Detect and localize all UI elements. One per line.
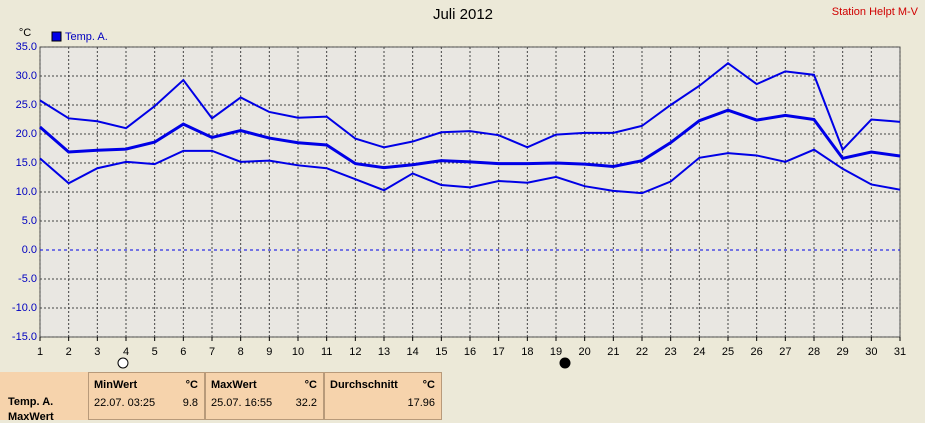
y-tick-label: 15.0 xyxy=(16,157,37,169)
x-tick-label: 25 xyxy=(722,346,734,358)
x-tick-label: 13 xyxy=(378,346,390,358)
avg-box: Durchschnitt °C 17.96 xyxy=(324,372,442,420)
x-tick-label: 2 xyxy=(66,346,72,358)
stat-value: 17.96 xyxy=(407,397,435,409)
y-tick-label: -15.0 xyxy=(12,331,37,343)
y-tick-label: -5.0 xyxy=(18,273,37,285)
x-tick-label: 1 xyxy=(37,346,43,358)
min-box: MinWert °C 22.07. 03:25 9.8 xyxy=(88,372,205,420)
x-tick-label: 12 xyxy=(349,346,361,358)
station-label: Station Helpt M-V xyxy=(832,6,919,18)
x-tick-label: 24 xyxy=(693,346,705,358)
x-tick-label: 10 xyxy=(292,346,304,358)
line-min xyxy=(39,148,901,195)
stat-value: 9.8 xyxy=(182,397,198,409)
x-tick-label: 31 xyxy=(894,346,906,358)
stat-value: 32.2 xyxy=(295,397,317,409)
stat-unit: °C xyxy=(186,379,198,391)
stat-label: Durchschnitt xyxy=(330,379,398,391)
x-tick-label: 18 xyxy=(521,346,533,358)
row-label: MaxWert xyxy=(8,411,54,423)
x-tick-label: 26 xyxy=(751,346,763,358)
x-tick-label: 21 xyxy=(607,346,619,358)
x-tick-label: 15 xyxy=(435,346,447,358)
y-tick-label: 30.0 xyxy=(16,70,37,82)
x-tick-label: 20 xyxy=(579,346,591,358)
legend-label: Temp. A. xyxy=(65,31,108,43)
x-tick-label: 4 xyxy=(123,346,129,358)
t: °C xyxy=(422,379,435,391)
y-tick-label: 35.0 xyxy=(16,41,37,53)
t: Durchschnitt xyxy=(330,379,398,391)
row-labels: Temp. A. MaxWert xyxy=(0,372,88,423)
t: °C xyxy=(304,379,317,391)
y-tick-label: 0.0 xyxy=(22,244,37,256)
x-tick-label: 6 xyxy=(180,346,186,358)
x-tick-label: 28 xyxy=(808,346,820,358)
x-tick-label: 14 xyxy=(407,346,419,358)
x-tick-label: 9 xyxy=(266,346,272,358)
y-tick-label: -10.0 xyxy=(12,302,37,314)
t: °C xyxy=(185,379,198,391)
x-tick-label: 23 xyxy=(665,346,677,358)
y-tick-label: 5.0 xyxy=(22,215,37,227)
row-label: Temp. A. xyxy=(8,396,53,408)
x-tick-label: 22 xyxy=(636,346,648,358)
x-tick-label: 3 xyxy=(94,346,100,358)
legend-swatch xyxy=(51,31,62,42)
x-tick-label: 19 xyxy=(550,346,562,358)
row-label-text: MaxWert xyxy=(8,411,54,423)
stat-time: 25.07. 16:55 xyxy=(211,397,273,409)
stat-label: MinWert xyxy=(94,379,137,391)
chart: Juli 2012 Station Helpt M-V °C -15.0 -10.… xyxy=(12,6,919,369)
min-marker xyxy=(117,357,129,369)
stat-unit: °C xyxy=(423,379,435,391)
x-tick-label: 5 xyxy=(152,346,158,358)
t: MinWert xyxy=(94,379,138,391)
max-marker xyxy=(559,357,571,369)
x-tick-label: 29 xyxy=(837,346,849,358)
line-max xyxy=(39,61,901,152)
x-tick-label: 7 xyxy=(209,346,215,358)
y-tick-label: 20.0 xyxy=(16,128,37,140)
stat-time: 22.07. 03:25 xyxy=(94,397,156,409)
y-unit: °C xyxy=(19,27,31,39)
x-tick-label: 27 xyxy=(779,346,791,358)
stat-label: MaxWert xyxy=(211,379,257,391)
x-tick-label: 17 xyxy=(493,346,505,358)
x-tick-label: 11 xyxy=(321,346,332,358)
x-tick-label: 16 xyxy=(464,346,476,358)
y-tick-label: 25.0 xyxy=(16,99,37,111)
x-tick-label: 8 xyxy=(238,346,244,358)
y-tick-label: 10.0 xyxy=(16,186,37,198)
max-box: MaxWert °C 25.07. 16:55 32.2 xyxy=(205,372,324,420)
x-tick-label: 30 xyxy=(865,346,877,358)
chart-title: Juli 2012 xyxy=(433,6,493,23)
t: MaxWert xyxy=(211,379,257,391)
stat-unit: °C xyxy=(305,379,317,391)
line-values xyxy=(39,108,901,170)
row-label-text: Temp. A. xyxy=(8,396,54,408)
